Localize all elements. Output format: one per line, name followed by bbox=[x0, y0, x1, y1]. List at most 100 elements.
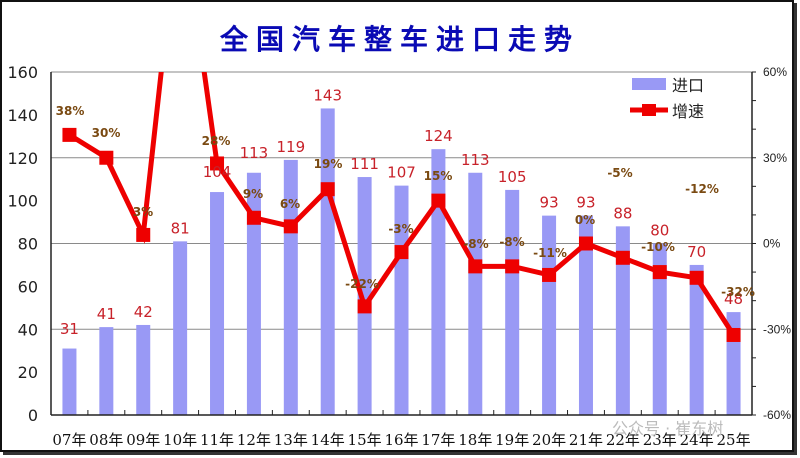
growth-pct-label: 28% bbox=[202, 134, 231, 148]
import-bar bbox=[320, 108, 335, 415]
x-axis-category-label: 14年 bbox=[311, 431, 345, 449]
bar-value-label: 143 bbox=[313, 86, 342, 104]
bar-value-label: 119 bbox=[276, 138, 305, 156]
growth-pct-label: -32% bbox=[721, 285, 755, 299]
import-bar bbox=[431, 149, 446, 416]
chart-title: 全国汽车整车进口走势 bbox=[219, 23, 580, 56]
growth-marker bbox=[652, 265, 667, 280]
bar-value-label: 31 bbox=[60, 320, 79, 338]
right-axis-tick-label: -60% bbox=[763, 408, 791, 422]
growth-marker bbox=[283, 219, 298, 234]
bar-value-label: 41 bbox=[97, 305, 116, 323]
left-axis-tick-label: 160 bbox=[7, 63, 38, 82]
import-bar bbox=[99, 327, 114, 415]
import-bar bbox=[578, 215, 593, 415]
bar-value-label: 113 bbox=[240, 144, 269, 162]
growth-pct-label: 9% bbox=[243, 187, 263, 201]
growth-pct-label: -10% bbox=[641, 240, 675, 254]
axes: 0 20 40 60 80 100 120 140 160 -60% -30% 0% 30% 60% 07年… bbox=[7, 63, 791, 449]
x-axis-category-label: 22年 bbox=[606, 431, 640, 449]
growth-pct-label: -3% bbox=[388, 222, 413, 236]
bar-value-label: 93 bbox=[576, 194, 595, 212]
growth-pct-label: -12% bbox=[685, 182, 719, 196]
growth-marker bbox=[615, 250, 630, 265]
growth-pct-label: 19% bbox=[314, 157, 343, 171]
left-axis-tick-label: 0 bbox=[28, 406, 38, 425]
import-bar bbox=[468, 172, 483, 415]
growth-marker bbox=[542, 267, 557, 282]
bar-value-label: 42 bbox=[134, 303, 153, 321]
import-bar bbox=[136, 324, 151, 415]
import-bar bbox=[542, 215, 557, 415]
growth-marker bbox=[578, 236, 593, 251]
bar-value-label: 104 bbox=[203, 163, 232, 181]
x-axis-category-label: 12年 bbox=[237, 431, 271, 449]
bar-value-label: 93 bbox=[540, 194, 559, 212]
import-bar bbox=[357, 177, 372, 415]
data-labels: 31 41 42 81 104 113 119 143 111 107 124 113 105 93 93 8… bbox=[56, 86, 755, 338]
right-axis-tick-label: 0% bbox=[763, 237, 781, 251]
left-axis-tick-label: 60 bbox=[18, 277, 38, 296]
import-bar bbox=[173, 241, 188, 415]
x-axis-category-label: 17年 bbox=[421, 431, 455, 449]
growth-marker bbox=[99, 150, 114, 165]
growth-marker bbox=[505, 259, 520, 274]
bar-value-label: 107 bbox=[387, 164, 416, 182]
x-axis-category-label: 10年 bbox=[163, 431, 197, 449]
growth-pct-label: -22% bbox=[345, 277, 379, 291]
left-axis-tick-label: 120 bbox=[7, 149, 38, 168]
growth-marker bbox=[689, 270, 704, 285]
bar-value-label: 80 bbox=[650, 222, 669, 240]
bar-value-label: 124 bbox=[424, 127, 453, 145]
right-axis-tick-label: -30% bbox=[763, 322, 791, 336]
legend-bar-swatch bbox=[632, 78, 666, 90]
legend: 进口 增速 bbox=[630, 76, 704, 121]
import-bar bbox=[689, 264, 704, 415]
import-bar bbox=[246, 172, 261, 415]
x-axis-category-label: 08年 bbox=[89, 431, 123, 449]
bar-value-label: 88 bbox=[613, 204, 632, 222]
x-axis-category-label: 18年 bbox=[458, 431, 492, 449]
bar-value-label: 70 bbox=[687, 243, 706, 261]
growth-marker bbox=[246, 210, 261, 225]
x-axis-category-label: 20年 bbox=[532, 431, 566, 449]
import-bar bbox=[505, 189, 520, 415]
left-axis-tick-label: 140 bbox=[7, 106, 38, 125]
x-axis-category-label: 09年 bbox=[126, 431, 160, 449]
growth-marker bbox=[394, 245, 409, 260]
growth-pct-label: -8% bbox=[463, 237, 488, 251]
growth-pct-label: -5% bbox=[607, 166, 632, 180]
right-axis-tick-label: 30% bbox=[763, 151, 787, 165]
left-axis-tick-label: 100 bbox=[7, 192, 38, 211]
growth-pct-label: 3% bbox=[133, 205, 153, 219]
growth-pct-label: 30% bbox=[92, 126, 121, 140]
x-axis-category-label: 24年 bbox=[680, 431, 714, 449]
import-bar bbox=[615, 226, 630, 415]
x-axis-category-label: 16年 bbox=[384, 431, 418, 449]
import-bar bbox=[394, 185, 409, 415]
legend-bar-label: 进口 bbox=[672, 76, 704, 95]
legend-line-label: 增速 bbox=[672, 102, 704, 121]
left-axis-tick-label: 40 bbox=[18, 320, 38, 339]
left-axis-tick-label: 20 bbox=[18, 363, 38, 382]
x-axis-category-label: 19年 bbox=[495, 431, 529, 449]
growth-marker bbox=[431, 193, 446, 208]
x-axis-category-label: 11年 bbox=[200, 431, 234, 449]
growth-pct-label: 38% bbox=[56, 104, 85, 118]
growth-marker bbox=[62, 127, 77, 142]
growth-pct-label: 6% bbox=[280, 197, 300, 211]
growth-marker bbox=[468, 259, 483, 274]
x-axis-category-label: 23年 bbox=[643, 431, 677, 449]
growth-pct-label: 0% bbox=[575, 213, 595, 227]
legend-line-marker bbox=[642, 104, 656, 116]
bar-value-label: 111 bbox=[350, 155, 379, 173]
x-axis-category-label: 13年 bbox=[274, 431, 308, 449]
growth-marker bbox=[210, 156, 225, 171]
x-axis-category-label: 21年 bbox=[569, 431, 603, 449]
growth-marker bbox=[726, 327, 741, 342]
growth-pct-label: -11% bbox=[533, 246, 567, 260]
import-bar bbox=[210, 192, 225, 415]
bar-value-label: 113 bbox=[461, 151, 490, 169]
growth-marker bbox=[320, 182, 335, 197]
